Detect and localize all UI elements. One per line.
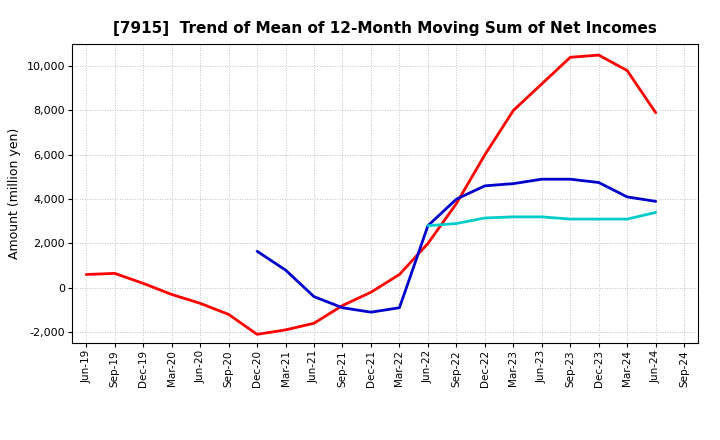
3 Years — [139, 281, 148, 286]
5 Years — [537, 176, 546, 182]
3 Years — [509, 108, 518, 113]
Title: [7915]  Trend of Mean of 12-Month Moving Sum of Net Incomes: [7915] Trend of Mean of 12-Month Moving … — [113, 21, 657, 36]
3 Years — [167, 292, 176, 297]
7 Years — [623, 216, 631, 222]
3 Years — [566, 55, 575, 60]
Y-axis label: Amount (million yen): Amount (million yen) — [8, 128, 21, 259]
5 Years — [282, 268, 290, 273]
5 Years — [310, 294, 318, 299]
3 Years — [253, 332, 261, 337]
3 Years — [452, 201, 461, 206]
Line: 5 Years: 5 Years — [257, 179, 656, 312]
7 Years — [423, 223, 432, 228]
Line: 7 Years: 7 Years — [428, 213, 656, 226]
5 Years — [395, 305, 404, 310]
5 Years — [480, 183, 489, 188]
3 Years — [225, 312, 233, 317]
7 Years — [452, 221, 461, 226]
3 Years — [423, 241, 432, 246]
7 Years — [595, 216, 603, 222]
3 Years — [196, 301, 204, 306]
5 Years — [652, 199, 660, 204]
7 Years — [537, 214, 546, 220]
7 Years — [480, 215, 489, 220]
5 Years — [509, 181, 518, 186]
Legend: 3 Years, 5 Years, 7 Years, 10 Years: 3 Years, 5 Years, 7 Years, 10 Years — [199, 439, 572, 440]
7 Years — [566, 216, 575, 222]
3 Years — [595, 52, 603, 58]
3 Years — [82, 272, 91, 277]
5 Years — [623, 194, 631, 200]
3 Years — [395, 272, 404, 277]
3 Years — [110, 271, 119, 276]
5 Years — [366, 309, 375, 315]
5 Years — [452, 197, 461, 202]
Line: 3 Years: 3 Years — [86, 55, 656, 334]
3 Years — [366, 290, 375, 295]
3 Years — [282, 327, 290, 333]
3 Years — [338, 303, 347, 308]
3 Years — [537, 81, 546, 87]
5 Years — [253, 249, 261, 254]
5 Years — [595, 180, 603, 185]
5 Years — [566, 176, 575, 182]
7 Years — [652, 210, 660, 215]
3 Years — [480, 152, 489, 158]
5 Years — [338, 305, 347, 310]
5 Years — [423, 223, 432, 228]
7 Years — [509, 214, 518, 220]
3 Years — [652, 110, 660, 115]
3 Years — [310, 321, 318, 326]
3 Years — [623, 68, 631, 73]
